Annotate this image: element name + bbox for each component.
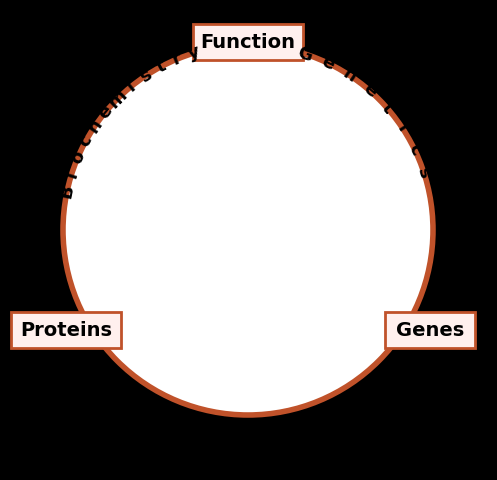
Text: Molecular Biology: Molecular Biology	[143, 425, 353, 445]
FancyBboxPatch shape	[193, 24, 303, 60]
Text: Genes: Genes	[396, 321, 464, 339]
Text: t: t	[378, 99, 397, 118]
Text: h: h	[84, 116, 106, 136]
Text: n: n	[339, 65, 360, 86]
FancyBboxPatch shape	[385, 312, 475, 348]
Text: Function: Function	[200, 33, 296, 51]
Text: e: e	[319, 52, 337, 74]
Text: o: o	[67, 148, 88, 167]
Text: s: s	[414, 165, 434, 180]
Text: s: s	[136, 66, 155, 86]
Text: Proteins: Proteins	[20, 321, 112, 339]
Text: e: e	[359, 80, 380, 101]
Text: G: G	[295, 43, 315, 65]
Text: i: i	[62, 168, 81, 180]
Text: i: i	[393, 120, 412, 135]
Text: e: e	[95, 101, 117, 122]
Text: t: t	[153, 57, 169, 77]
Text: B: B	[57, 183, 77, 200]
Text: i: i	[123, 78, 139, 96]
Text: y: y	[186, 43, 202, 63]
Text: c: c	[404, 141, 425, 158]
Circle shape	[63, 45, 433, 415]
Text: m: m	[105, 85, 131, 111]
Text: c: c	[75, 132, 96, 150]
Text: r: r	[169, 49, 184, 69]
FancyBboxPatch shape	[11, 312, 121, 348]
